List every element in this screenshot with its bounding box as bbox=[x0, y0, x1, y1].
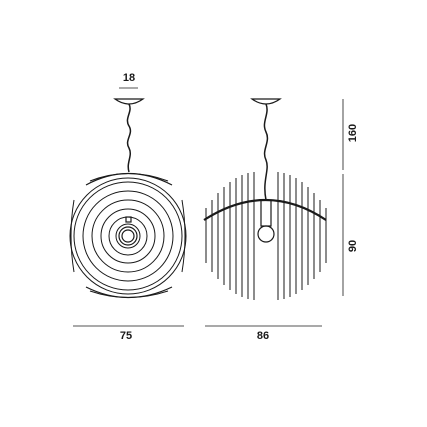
side-fins bbox=[205, 172, 327, 300]
front-shade bbox=[69, 172, 187, 299]
side-bulb bbox=[257, 225, 275, 243]
side-socket bbox=[260, 199, 272, 227]
front-bulb bbox=[118, 216, 138, 246]
front-view: 18 bbox=[69, 72, 187, 327]
shade-height-label: 90 bbox=[347, 240, 359, 252]
cable-length-label: 160 bbox=[347, 124, 359, 142]
front-cable bbox=[126, 103, 132, 173]
front-width-label: 75 bbox=[120, 330, 132, 342]
side-view bbox=[203, 98, 344, 327]
canopy-dimension-label: 18 bbox=[123, 72, 135, 84]
side-width-label: 86 bbox=[257, 330, 269, 342]
side-canopy bbox=[250, 98, 282, 105]
side-cable bbox=[263, 103, 269, 201]
front-canopy bbox=[113, 98, 145, 105]
